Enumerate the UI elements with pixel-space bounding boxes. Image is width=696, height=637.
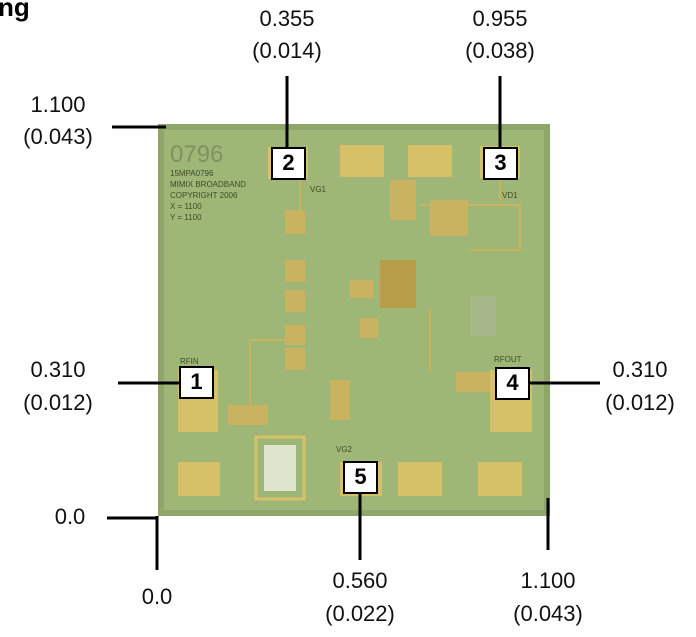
dim-inch: (0.012) [605, 390, 675, 415]
pad-label: VG1 [310, 185, 327, 194]
chip: 0796 15MPA0796 MIMIX BROADBAND COPYRIGHT… [158, 124, 550, 516]
dim-mm: 0.0 [55, 504, 86, 529]
pad-label: RFOUT [494, 355, 522, 364]
dim-mm: 0.310 [612, 357, 667, 382]
pad-label: RFIN [180, 357, 199, 366]
marking: MIMIX BROADBAND [170, 180, 246, 189]
dim-inch: (0.012) [23, 390, 93, 415]
part-number: 0796 [170, 141, 223, 168]
pad-label: VD1 [502, 191, 518, 200]
marking: X = 1100 [170, 202, 202, 211]
pad-number: 4 [506, 370, 519, 395]
dim-mm: 1.100 [30, 92, 85, 117]
pad-number: 5 [354, 464, 366, 489]
marking: Y = 1100 [170, 213, 202, 222]
leader-lines [107, 76, 600, 570]
marking: 15MPA0796 [170, 169, 214, 178]
dim-mm: 0.355 [259, 6, 314, 31]
dim-inch: (0.043) [513, 601, 583, 626]
dimension-labels: 0.355 (0.014) 0.955 (0.038) 1.100 (0.043… [23, 6, 675, 626]
dim-mm: 0.955 [472, 6, 527, 31]
pad-label: VG2 [336, 445, 353, 454]
pad-boxes: 1 2 3 4 5 [179, 147, 530, 494]
pad-number: 3 [494, 150, 506, 175]
pad-number: 2 [282, 150, 294, 175]
title: ng [0, 0, 30, 22]
dim-mm: 1.100 [520, 568, 575, 593]
dim-inch: (0.022) [325, 601, 395, 626]
dim-inch: (0.043) [23, 124, 93, 149]
pad-number: 1 [190, 369, 202, 394]
dim-mm: 0.560 [332, 568, 387, 593]
dim-inch: (0.038) [465, 38, 535, 63]
dim-mm: 0.310 [30, 357, 85, 382]
dim-inch: (0.014) [252, 38, 322, 63]
dim-mm: 0.0 [142, 584, 173, 609]
marking: COPYRIGHT 2006 [170, 191, 238, 200]
